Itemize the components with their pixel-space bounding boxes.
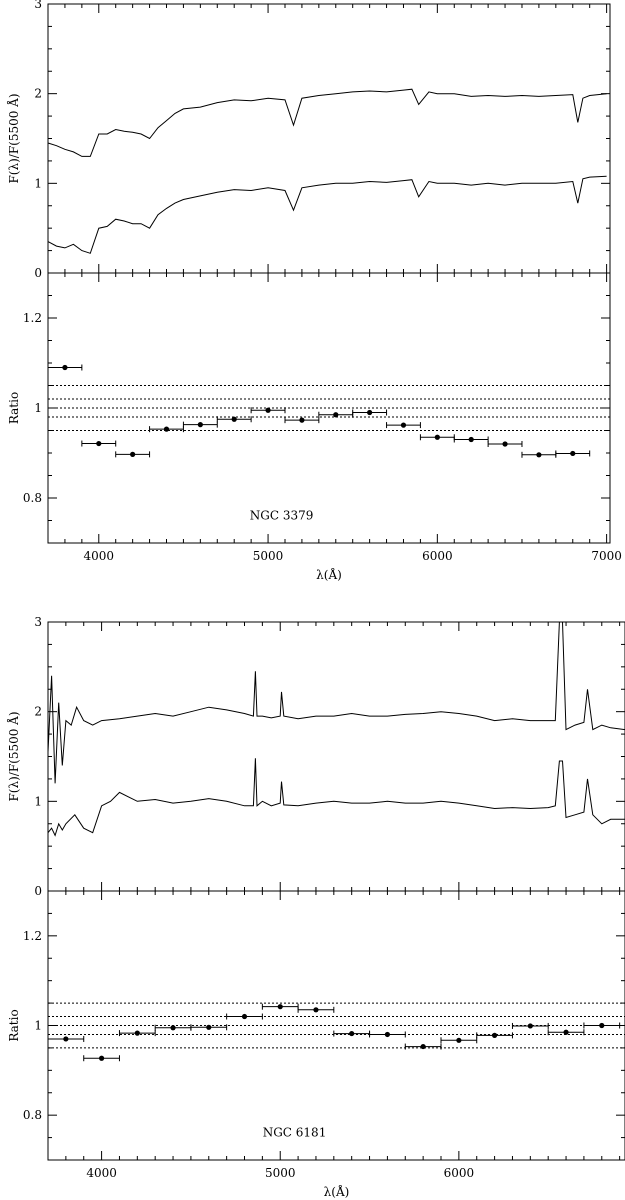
data-point [265,407,271,413]
y-axis-label: Ratio [7,1009,21,1041]
ngc6181-ratio-panel: 0.8 1 1.2 Ratio 4000 5000 6000 λ(Å) NGC 6181 [7,890,625,1199]
data-point [299,417,305,423]
x-tick-label: 6000 [422,549,453,563]
y-tick-label: 1.2 [23,929,42,943]
data-point [400,422,407,428]
data-point [241,1013,248,1020]
data-point [62,364,68,371]
y-axis-label: F(λ)/F(5500 Å) [6,711,21,801]
y-axis-label: Ratio [7,392,21,424]
ngc3379-flux-panel: 0 1 2 3 F(λ)/F(5500 Å) [6,0,611,280]
y-tick-label: 1.2 [23,311,42,325]
x-tick-label: 5000 [265,1166,296,1180]
y-tick-label: 0 [34,884,42,898]
data-point [134,1030,140,1036]
data-point [434,434,440,440]
data-point [277,1004,283,1010]
data-point [468,436,474,443]
data-point [130,451,136,457]
y-tick-label: 3 [34,615,42,629]
data-point [570,450,576,457]
data-point [96,440,102,447]
y-tick-label: 0.8 [23,491,42,505]
data-point [163,426,170,432]
data-point [333,412,339,418]
data-point [456,1037,462,1043]
galaxy-name-label: NGC 3379 [250,509,314,523]
data-point [206,1024,212,1030]
data-point [170,1025,176,1031]
y-tick-label: 1 [34,794,42,808]
data-point [384,1031,391,1038]
y-tick-label: 0 [34,266,42,280]
y-tick-label: 1 [34,176,42,190]
y-tick-label: 2 [34,87,42,101]
data-point [197,422,203,428]
ngc6181-flux-panel: 0 1 2 3 F(λ)/F(5500 Å) [6,615,625,898]
data-point [527,1023,533,1029]
x-tick-label: 6000 [444,1166,475,1180]
x-axis-label: λ(Å) [316,567,342,582]
y-tick-label: 2 [34,705,42,719]
data-point [349,1030,355,1037]
y-tick-label: 0.8 [23,1108,42,1122]
y-axis-label: F(λ)/F(5500 Å) [6,93,21,183]
x-tick-label: 4000 [86,1166,117,1180]
data-point [536,452,542,458]
data-point [563,1029,569,1035]
x-axis-label: λ(Å) [324,1184,350,1199]
plot-frame [47,621,625,892]
spectrum-line-1 [47,88,607,157]
y-tick-label: 3 [34,0,42,11]
data-point [367,409,373,416]
data-point [231,416,237,422]
spectrum-line-2 [47,175,607,254]
spectrum-line-1 [47,621,625,784]
data-point [420,1043,426,1050]
x-tick-label: 5000 [253,549,284,563]
x-tick-label: 7000 [591,549,622,563]
x-tick-label: 4000 [84,549,115,563]
y-tick-label: 1 [34,1019,42,1033]
galaxy-name-label: NGC 6181 [263,1126,327,1140]
spectrum-line-2 [47,758,625,837]
data-point [599,1022,605,1029]
ngc3379-ratio-panel: 0.8 1 1.2 Ratio 4000 5000 6000 7000 λ(Å) NGC 3379 [7,272,622,582]
y-tick-label: 1 [34,401,42,415]
data-point [502,441,508,447]
data-point [98,1055,105,1061]
data-point [313,1007,319,1013]
data-point [491,1032,498,1038]
plot-frame [47,3,611,274]
data-point [63,1036,69,1042]
